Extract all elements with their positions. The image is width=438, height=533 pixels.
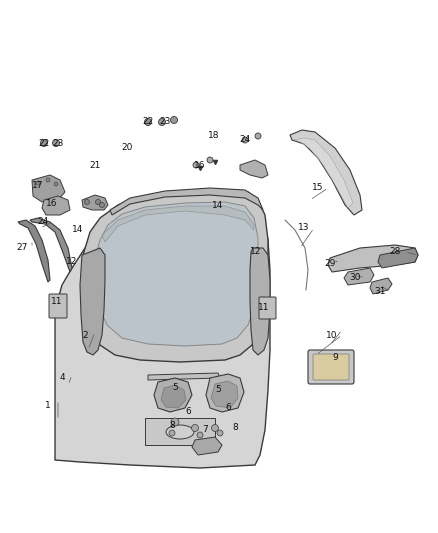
Text: 5: 5 bbox=[172, 384, 178, 392]
Polygon shape bbox=[83, 190, 268, 362]
Polygon shape bbox=[42, 196, 70, 215]
Polygon shape bbox=[18, 220, 50, 282]
Text: 14: 14 bbox=[72, 225, 84, 235]
Polygon shape bbox=[328, 245, 418, 272]
Polygon shape bbox=[148, 373, 220, 380]
Text: 12: 12 bbox=[250, 247, 261, 256]
Circle shape bbox=[36, 181, 40, 185]
Polygon shape bbox=[154, 378, 192, 412]
Text: 23: 23 bbox=[159, 117, 171, 126]
Circle shape bbox=[193, 162, 199, 168]
Text: 5: 5 bbox=[215, 385, 221, 394]
Text: 22: 22 bbox=[142, 117, 154, 126]
Polygon shape bbox=[110, 188, 263, 215]
Polygon shape bbox=[30, 218, 72, 272]
FancyBboxPatch shape bbox=[49, 294, 67, 318]
Text: 6: 6 bbox=[185, 408, 191, 416]
Text: 21: 21 bbox=[89, 160, 101, 169]
Text: 1: 1 bbox=[45, 400, 51, 409]
Text: 11: 11 bbox=[51, 297, 63, 306]
Circle shape bbox=[46, 178, 50, 182]
Circle shape bbox=[217, 430, 223, 436]
Text: 13: 13 bbox=[298, 223, 310, 232]
Text: 31: 31 bbox=[374, 287, 386, 296]
Text: 14: 14 bbox=[212, 200, 224, 209]
Text: 27: 27 bbox=[16, 244, 28, 253]
Polygon shape bbox=[145, 418, 215, 445]
Text: 16: 16 bbox=[46, 199, 58, 208]
Polygon shape bbox=[240, 160, 268, 178]
Text: 22: 22 bbox=[39, 139, 49, 148]
Text: 9: 9 bbox=[332, 353, 338, 362]
Polygon shape bbox=[344, 268, 374, 285]
Text: 18: 18 bbox=[208, 131, 220, 140]
Circle shape bbox=[145, 118, 152, 125]
Polygon shape bbox=[32, 175, 65, 202]
Text: 24: 24 bbox=[240, 135, 251, 144]
Circle shape bbox=[54, 182, 58, 186]
Circle shape bbox=[212, 424, 219, 432]
Circle shape bbox=[207, 157, 213, 163]
Polygon shape bbox=[294, 138, 353, 208]
Text: 11: 11 bbox=[258, 303, 270, 312]
Circle shape bbox=[171, 418, 179, 426]
Text: 24: 24 bbox=[37, 217, 49, 227]
FancyBboxPatch shape bbox=[259, 297, 276, 319]
Polygon shape bbox=[80, 248, 105, 355]
Polygon shape bbox=[211, 381, 238, 408]
Polygon shape bbox=[370, 278, 392, 294]
Text: 29: 29 bbox=[324, 259, 336, 268]
Text: 4: 4 bbox=[59, 374, 65, 383]
Polygon shape bbox=[192, 437, 222, 455]
Text: 12: 12 bbox=[66, 257, 78, 266]
Circle shape bbox=[242, 137, 248, 143]
FancyBboxPatch shape bbox=[308, 350, 354, 384]
Circle shape bbox=[191, 424, 198, 432]
Circle shape bbox=[169, 430, 175, 436]
FancyBboxPatch shape bbox=[313, 354, 349, 380]
Text: 8: 8 bbox=[169, 421, 175, 430]
Polygon shape bbox=[82, 195, 108, 210]
Polygon shape bbox=[206, 374, 244, 412]
Circle shape bbox=[255, 133, 261, 139]
Text: 6: 6 bbox=[225, 403, 231, 413]
Polygon shape bbox=[290, 130, 362, 215]
Text: 15: 15 bbox=[312, 182, 324, 191]
Circle shape bbox=[159, 118, 166, 125]
Text: 7: 7 bbox=[202, 425, 208, 434]
Circle shape bbox=[99, 203, 105, 207]
Text: 23: 23 bbox=[52, 139, 64, 148]
Polygon shape bbox=[102, 206, 254, 242]
Circle shape bbox=[40, 140, 47, 147]
Polygon shape bbox=[378, 248, 418, 268]
Circle shape bbox=[53, 140, 60, 147]
Polygon shape bbox=[95, 202, 258, 346]
Circle shape bbox=[95, 199, 100, 205]
Text: 28: 28 bbox=[389, 247, 401, 256]
Text: 2: 2 bbox=[82, 330, 88, 340]
Text: 16: 16 bbox=[194, 160, 206, 169]
Circle shape bbox=[170, 117, 177, 124]
Text: 17: 17 bbox=[32, 181, 44, 190]
Text: 20: 20 bbox=[121, 143, 133, 152]
Polygon shape bbox=[250, 248, 270, 355]
Text: 10: 10 bbox=[326, 330, 338, 340]
Circle shape bbox=[197, 432, 203, 438]
Text: 8: 8 bbox=[232, 424, 238, 432]
Polygon shape bbox=[55, 215, 270, 468]
Polygon shape bbox=[161, 385, 186, 408]
Ellipse shape bbox=[166, 425, 194, 439]
Text: 30: 30 bbox=[349, 273, 361, 282]
Circle shape bbox=[85, 199, 89, 205]
